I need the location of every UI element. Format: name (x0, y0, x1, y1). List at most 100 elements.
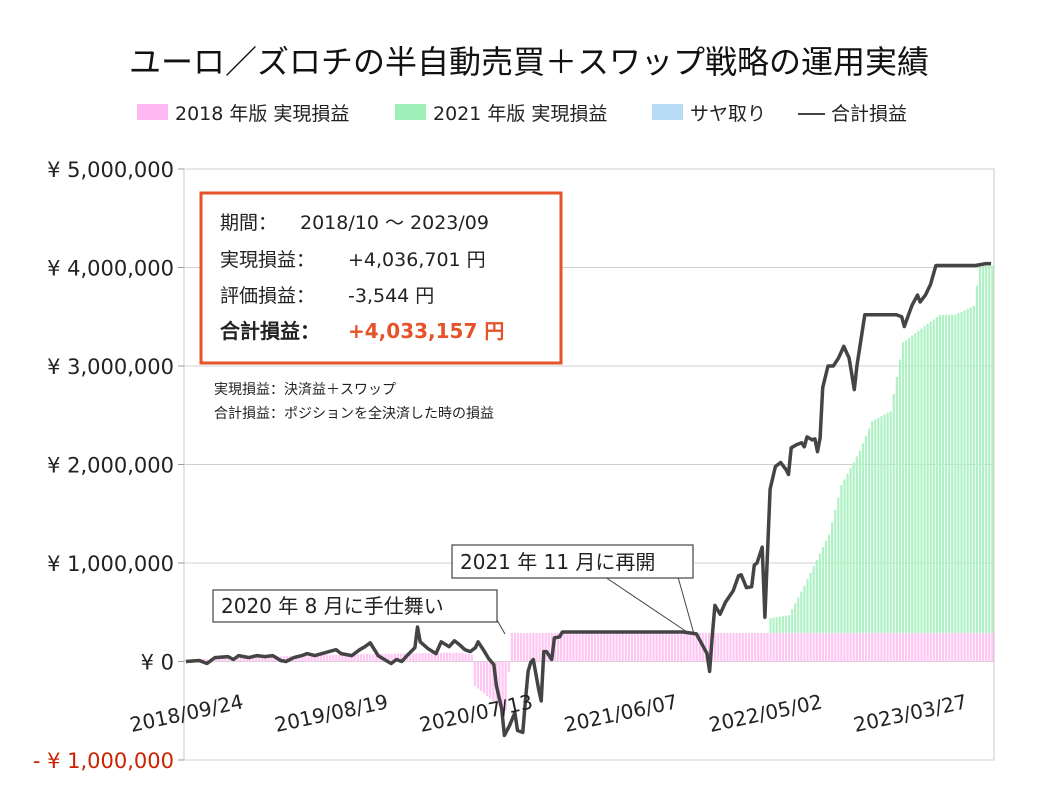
bar-2021 (926, 323, 929, 633)
bar-2018 (784, 632, 788, 662)
bar-2018 (556, 632, 560, 662)
chart-title: ユーロ／ズロチの半自動売買＋スワップ戦略の運用実績 (129, 43, 929, 81)
bar-2018 (476, 661, 480, 689)
bar-2018 (612, 632, 615, 662)
bar-2018 (720, 632, 723, 662)
bar-2021 (969, 307, 972, 633)
bar-2018 (452, 652, 455, 662)
bar-2021 (821, 547, 825, 633)
bar-2018 (917, 632, 920, 662)
bar-2021 (948, 314, 951, 633)
bar-2018 (806, 632, 809, 662)
bar-2018 (578, 632, 581, 662)
bar-2018 (504, 661, 507, 711)
bar-2018 (954, 632, 957, 662)
bar-2018 (332, 654, 335, 662)
bar-2018 (461, 652, 464, 662)
bar-2018 (399, 653, 403, 662)
bar-2018 (593, 632, 597, 662)
bar-2018 (874, 632, 877, 662)
realized-value: +4,036,701 円 (348, 249, 486, 271)
bar-2018 (932, 632, 935, 662)
bar-2018 (661, 632, 664, 662)
bar-2021 (935, 317, 938, 633)
bar-2018 (787, 632, 791, 662)
bar-2018 (815, 632, 818, 662)
bar-2018 (945, 632, 948, 662)
bar-2018 (988, 632, 991, 662)
bar-2018 (205, 658, 209, 662)
bar-2018 (818, 632, 821, 662)
bar-2021 (929, 321, 932, 633)
bar-2018 (273, 656, 276, 662)
y-tick-label: ¥ 5,000,000 (47, 158, 174, 182)
bar-2018 (794, 632, 797, 662)
bar-2018 (689, 632, 692, 662)
bar-2018 (840, 632, 843, 662)
bar-2018 (415, 653, 418, 662)
bar-2021 (797, 597, 800, 633)
bar-2018 (369, 654, 372, 662)
bar-2018 (322, 654, 326, 662)
bar-2018 (421, 653, 424, 662)
bar-2018 (673, 632, 677, 662)
bar-2021 (908, 337, 911, 633)
bar-2018 (538, 632, 541, 662)
bar-2018 (966, 632, 969, 662)
bar-2021 (812, 566, 815, 633)
bar-2021 (831, 522, 834, 633)
bar-2021 (954, 314, 957, 633)
bar-2021 (898, 359, 902, 633)
bar-2018 (261, 657, 264, 662)
bar-2021 (794, 603, 797, 633)
bar-2018 (652, 632, 655, 662)
callout-2021-pointer-left (604, 576, 691, 635)
bar-2018 (901, 632, 905, 662)
bar-2018 (387, 653, 390, 662)
bar-2021 (824, 540, 828, 633)
bar-2021 (988, 265, 991, 633)
bar-2018 (926, 632, 929, 662)
bar-2018 (778, 632, 781, 662)
bar-2018 (880, 632, 883, 662)
bar-2018 (683, 632, 686, 662)
bar-2018 (372, 654, 375, 662)
bar-2018 (664, 632, 667, 662)
bar-2021 (886, 412, 889, 633)
callout-2021-text: 2021 年 11 月に再開 (460, 550, 655, 574)
bar-2018 (446, 652, 449, 662)
bar-2018 (744, 632, 748, 662)
realized-label: 実現損益： (220, 249, 315, 271)
bar-2018 (766, 632, 769, 662)
bar-2018 (630, 632, 634, 662)
bar-2018 (831, 632, 834, 662)
bar-2018 (754, 632, 757, 662)
bar-2018 (544, 632, 547, 662)
bar-2018 (938, 632, 942, 662)
bar-2021 (858, 450, 861, 633)
callout-2021-pointer-right (677, 576, 695, 635)
bar-2018 (714, 632, 717, 662)
legend-swatch-2021 (395, 104, 426, 120)
bar-2018 (184, 659, 187, 662)
bar-2018 (248, 657, 252, 662)
y-axis-ticks: ¥ 5,000,000 ¥ 4,000,000 ¥ 3,000,000 ¥ 2,000… (33, 158, 184, 773)
bar-2018 (489, 661, 492, 699)
callout-2021-box (451, 544, 694, 579)
bar-2021 (889, 411, 892, 633)
bar-2018 (723, 632, 726, 662)
bar-2018 (985, 632, 988, 662)
legend-label-sayatori: サヤ取り (690, 103, 766, 125)
bar-2021 (803, 585, 806, 633)
bar-2018 (843, 632, 846, 662)
bar-2021 (815, 560, 818, 633)
y-tick-label: ¥ 1,000,000 (47, 552, 174, 576)
bar-2018 (264, 656, 267, 662)
bar-2018 (541, 632, 544, 662)
bar-2018 (449, 652, 452, 662)
bar-2018 (960, 632, 963, 662)
bar-2018 (892, 632, 895, 662)
bar-2018 (356, 654, 359, 662)
bar-2018 (590, 632, 594, 662)
